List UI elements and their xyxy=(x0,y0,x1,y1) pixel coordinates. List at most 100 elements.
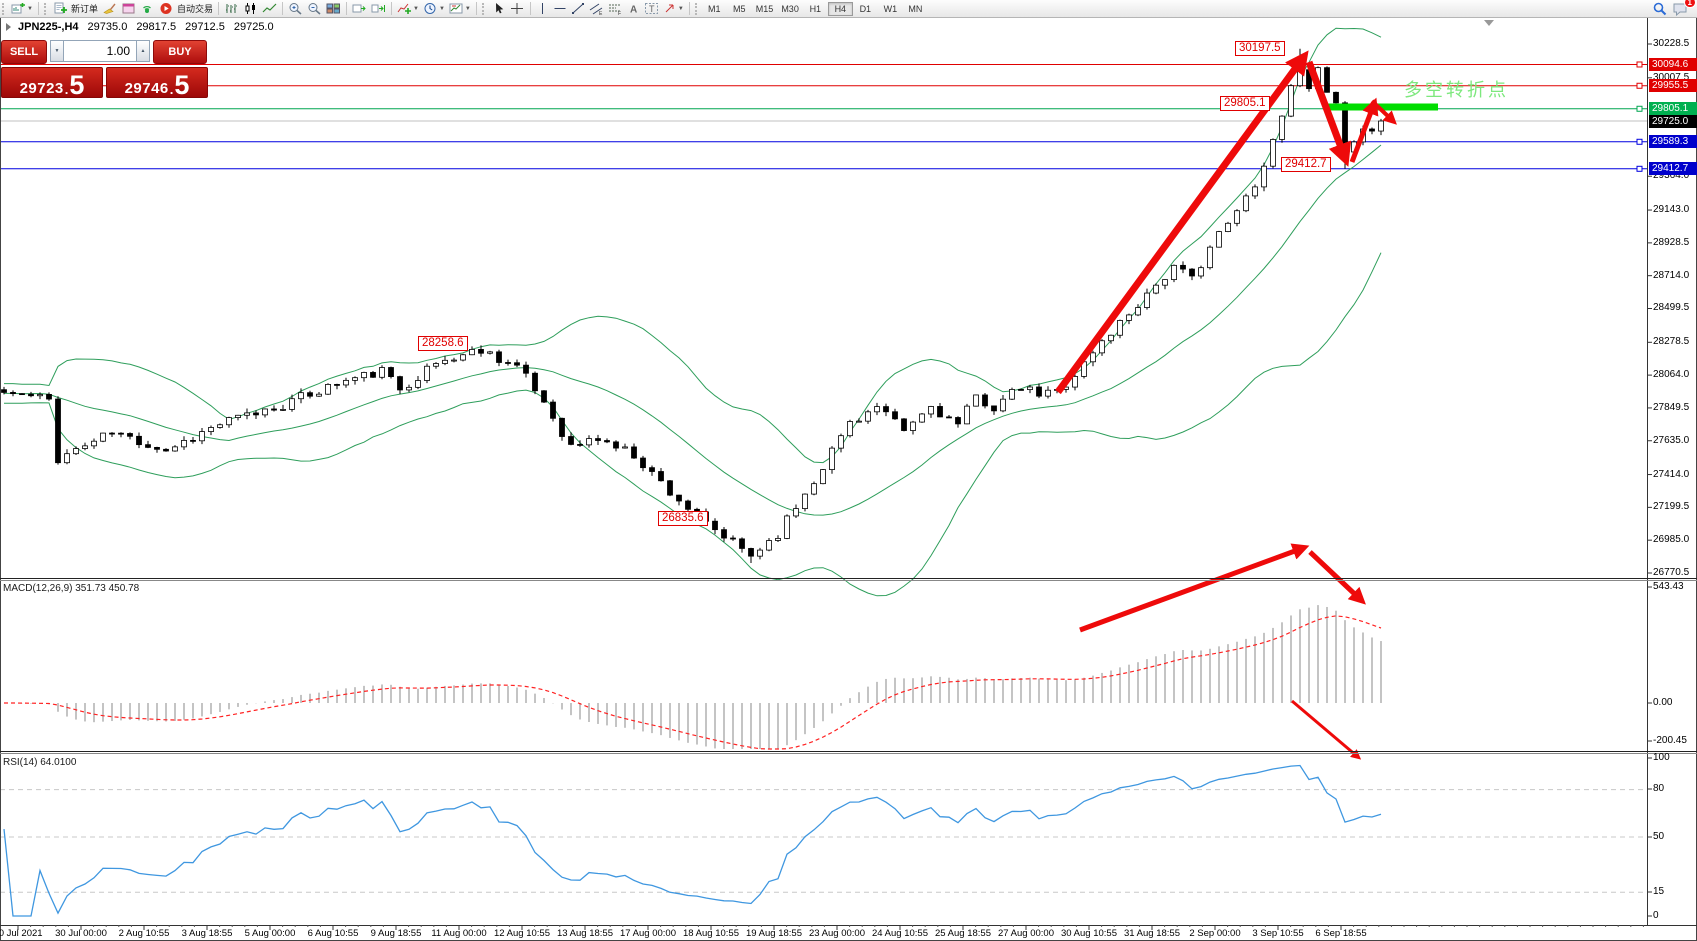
equidistant-channel-tool-button[interactable]: E xyxy=(587,1,606,16)
price-annotation-box[interactable]: 29805.1 xyxy=(1220,96,1270,111)
volume-input[interactable]: 1.00 xyxy=(64,40,136,62)
chevron-down-icon: ▼ xyxy=(27,5,33,12)
toolbar-grip[interactable] xyxy=(694,2,700,15)
timeframe-button-m1[interactable]: M1 xyxy=(708,3,721,14)
notifications-button[interactable]: 1 xyxy=(1670,0,1696,16)
toolbar-grip[interactable] xyxy=(481,2,487,15)
price-annotation-box[interactable]: 28258.6 xyxy=(418,336,468,351)
horizontal-line-tool-button[interactable] xyxy=(551,1,569,16)
autotrading-button[interactable]: 自动交易 xyxy=(157,1,215,16)
time-axis-label: 6 Sep 18:55 xyxy=(1315,928,1367,939)
templates-button[interactable]: ▼ xyxy=(447,1,473,16)
search-button[interactable] xyxy=(1650,1,1670,16)
rsi-indicator-label: RSI(14) 64.0100 xyxy=(3,757,77,768)
timeframe-button-h4[interactable]: H4 xyxy=(827,1,853,16)
new-chart-button[interactable]: ▼ xyxy=(9,1,35,16)
ask-main-digits: 29746 xyxy=(124,80,169,97)
price-level-chip: 29725.0 xyxy=(1649,114,1697,128)
timeframe-button-m30[interactable]: M30 xyxy=(781,3,799,14)
volume-stepper: ▼ 1.00 ▲ xyxy=(50,40,150,64)
zoom-in-button[interactable] xyxy=(286,1,305,16)
price-annotation-box[interactable]: 29412.7 xyxy=(1281,157,1331,172)
timeframe-button-d1[interactable]: D1 xyxy=(859,3,872,14)
chart-ohlc-readout: JPN225-,H4 29735.0 29817.5 29712.5 29725… xyxy=(6,21,274,33)
timeframe-button-h1[interactable]: H1 xyxy=(809,3,822,14)
price-axis-tick: 28278.5 xyxy=(1653,336,1690,348)
tile-windows-icon xyxy=(326,3,340,14)
timeframe-button-mn[interactable]: MN xyxy=(908,3,923,14)
svg-text:F: F xyxy=(618,11,621,15)
trend-arrow[interactable] xyxy=(1079,543,1310,633)
bid-big-digit: 5 xyxy=(69,70,85,100)
crosshair-tool-button[interactable] xyxy=(508,1,527,16)
new-order-label: 新订单 xyxy=(70,4,98,14)
price-annotation-box[interactable]: 26835.6 xyxy=(658,511,708,526)
arrow-object-icon xyxy=(665,4,674,13)
timeframe-button-m5[interactable]: M5 xyxy=(733,3,746,14)
ask-price-display[interactable]: 29746. 5 xyxy=(106,67,208,99)
bid-price-display[interactable]: 29723. 5 xyxy=(1,67,103,100)
volume-decrease-button[interactable]: ▼ xyxy=(50,40,64,62)
trend-arrow[interactable] xyxy=(1308,550,1366,605)
candlestick-mode-button[interactable] xyxy=(241,1,260,16)
periods-button[interactable]: ▼ xyxy=(421,1,447,16)
trend-arrow[interactable] xyxy=(1291,699,1362,760)
time-axis-label: 31 Aug 18:55 xyxy=(1124,928,1180,939)
buy-button[interactable]: BUY xyxy=(153,40,207,64)
trendline-tool-button[interactable] xyxy=(569,1,587,16)
price-axis-tick: 29364.0 xyxy=(1653,170,1690,182)
time-axis-label: 9 Aug 18:55 xyxy=(370,928,422,939)
toolbar-separator xyxy=(281,2,283,15)
arrows-tool-button[interactable]: ▼ xyxy=(661,1,686,16)
tile-windows-button[interactable] xyxy=(324,1,343,16)
market-watch-button[interactable] xyxy=(119,1,138,16)
horizontal-line-objects xyxy=(0,61,1647,172)
new-order-button[interactable]: 新订单 xyxy=(51,1,100,16)
trend-arrow[interactable] xyxy=(1370,99,1397,125)
volume-increase-button[interactable]: ▲ xyxy=(136,40,150,62)
price-level-chip: 29589.3 xyxy=(1649,135,1697,149)
text-icon: A xyxy=(630,5,637,16)
text-tool-button[interactable]: A xyxy=(625,1,642,16)
vertical-line-tool-button[interactable] xyxy=(534,1,551,16)
line-chart-icon xyxy=(262,3,277,13)
cursor-tool-button[interactable] xyxy=(489,1,508,16)
chevron-down-icon: ▼ xyxy=(438,5,445,12)
auto-scroll-icon xyxy=(352,4,366,13)
fibonacci-tool-button[interactable]: F xyxy=(606,1,625,16)
turning-point-annotation[interactable]: 多空转折点 xyxy=(1404,80,1509,100)
time-axis-label: 11 Aug 00:00 xyxy=(431,928,487,939)
trend-arrow[interactable] xyxy=(1305,60,1352,167)
rsi-line xyxy=(3,764,1382,917)
toolbar-grip[interactable] xyxy=(43,2,49,15)
indicators-button[interactable]: ▼ xyxy=(395,1,421,16)
trend-arrow[interactable] xyxy=(1349,97,1379,163)
sell-button[interactable]: SELL xyxy=(1,40,47,64)
panel-collapse-icon[interactable] xyxy=(1484,20,1494,26)
trend-arrow[interactable] xyxy=(1055,50,1309,395)
horizontal-line-icon xyxy=(554,8,566,9)
broom-icon xyxy=(103,3,116,14)
chart-shift-button[interactable] xyxy=(369,1,388,16)
bar-chart-mode-button[interactable] xyxy=(222,1,241,16)
auto-scroll-button[interactable] xyxy=(350,1,369,16)
toolbar-separator xyxy=(475,2,477,15)
price-axis-tick: 27849.5 xyxy=(1653,401,1690,413)
label-tool-button[interactable]: T xyxy=(642,1,661,16)
signal-button[interactable] xyxy=(138,1,157,16)
zoom-out-button[interactable] xyxy=(305,1,324,16)
macd-axis-tick: -200.45 xyxy=(1653,735,1687,746)
line-chart-mode-button[interactable] xyxy=(260,1,279,16)
timeframe-button-m15[interactable]: M15 xyxy=(755,3,774,14)
expand-caret-icon[interactable] xyxy=(6,23,11,31)
cleanup-button[interactable] xyxy=(100,1,119,16)
rsi-level-lines xyxy=(0,789,1647,893)
timeframe-button-w1[interactable]: W1 xyxy=(883,3,898,14)
time-axis-label: 30 Jul 2021 xyxy=(0,928,43,939)
toolbar-grip[interactable] xyxy=(2,2,7,15)
zoom-out-icon xyxy=(308,3,321,15)
price-annotation-box[interactable]: 30197.5 xyxy=(1235,41,1285,56)
price-axis-tick: 27635.0 xyxy=(1653,434,1690,446)
chevron-down-icon: ▼ xyxy=(412,5,419,12)
